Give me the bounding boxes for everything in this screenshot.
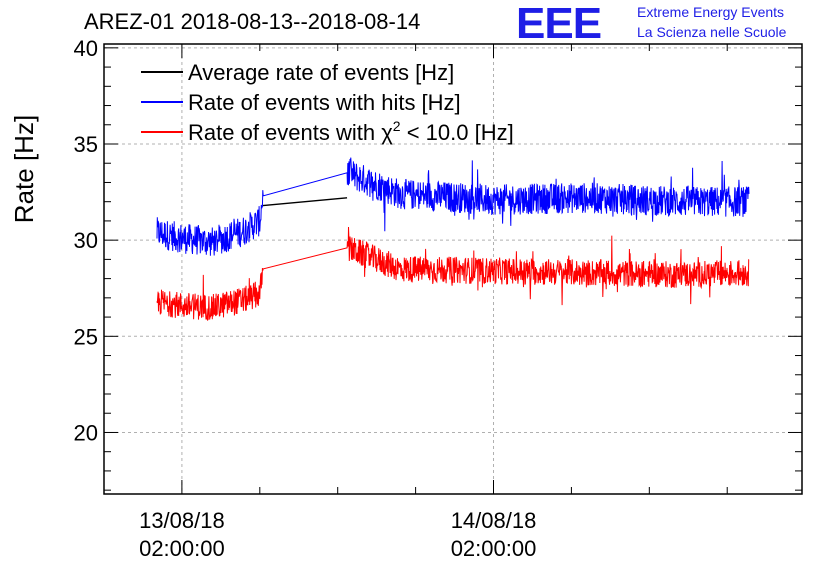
x-tick-label: 14/08/18 xyxy=(451,508,537,533)
plot-frame xyxy=(103,43,803,495)
x-tick-label: 13/08/18 xyxy=(139,508,225,533)
legend-entry: Rate of events with χ2 < 10.0 [Hz] xyxy=(188,118,514,145)
x-tick-label: 02:00:00 xyxy=(451,536,537,561)
legend-entry: Average rate of events [Hz] xyxy=(188,60,454,85)
logo-line-1: Extreme Energy Events xyxy=(637,4,785,20)
series-line xyxy=(262,197,348,207)
series-line xyxy=(156,157,750,256)
series-line xyxy=(156,226,750,321)
y-tick-label: 40 xyxy=(74,36,98,61)
legend-entry: Rate of events with hits [Hz] xyxy=(188,90,461,115)
eee-logo-mark: EEE xyxy=(516,0,602,48)
x-tick-label: 02:00:00 xyxy=(139,536,225,561)
chart-title: AREZ-01 2018-08-13--2018-08-14 xyxy=(84,9,421,34)
y-tick-label: 20 xyxy=(74,420,98,445)
y-tick-label: 30 xyxy=(74,228,98,253)
y-tick-label: 25 xyxy=(74,324,98,349)
y-axis-label: Rate [Hz] xyxy=(9,115,39,223)
logo-line-2: La Scienza nelle Scuole xyxy=(637,24,787,40)
y-tick-label: 35 xyxy=(74,132,98,157)
